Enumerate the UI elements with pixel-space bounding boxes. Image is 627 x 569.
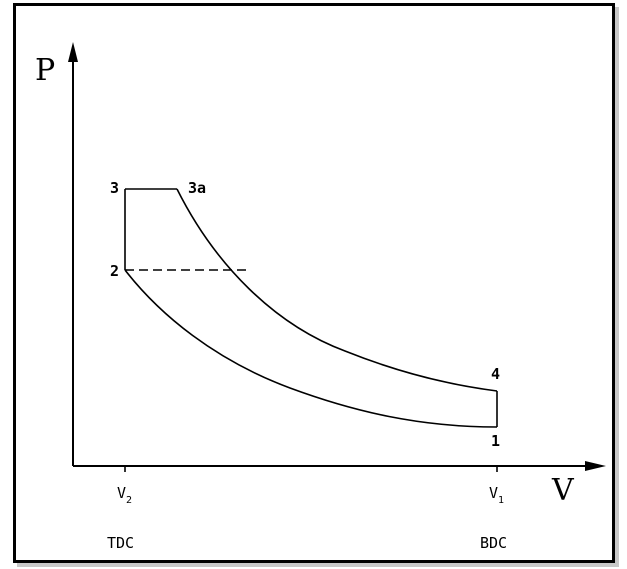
v1-subscript: 1	[498, 495, 504, 506]
x-axis-label: V	[551, 473, 575, 508]
process-1-2-compression	[124, 269, 498, 428]
v2-subscript: 2	[126, 495, 132, 506]
v2-label: V	[117, 484, 126, 502]
tdc-label: TDC	[107, 534, 134, 552]
bdc-label: BDC	[480, 534, 507, 552]
point-2-label: 2	[110, 262, 119, 280]
point-3a-label: 3a	[188, 179, 206, 197]
x-axis-arrow-icon	[585, 461, 606, 471]
point-3-label: 3	[110, 179, 119, 197]
v1-label: V	[489, 484, 498, 502]
process-3a-4-expansion	[176, 188, 498, 392]
point-4-label: 4	[491, 365, 500, 383]
y-axis-arrow-icon	[68, 42, 78, 62]
y-axis-label: P	[35, 53, 55, 88]
diagram-frame	[13, 3, 615, 563]
point-1-label: 1	[491, 432, 500, 450]
